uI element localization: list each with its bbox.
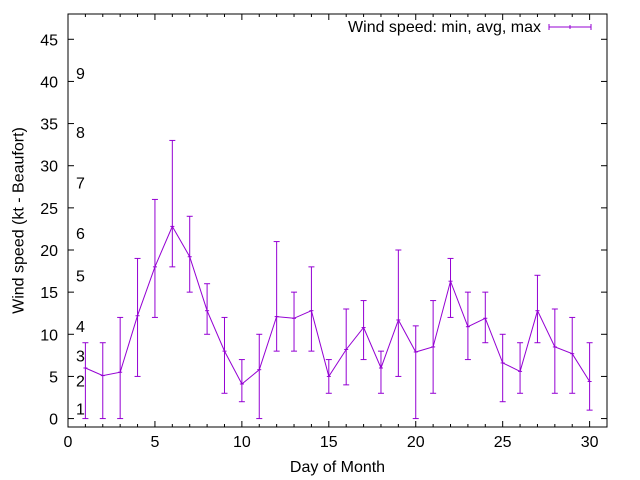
- y-tick-label: 25: [40, 201, 58, 218]
- x-axis-label: Day of Month: [290, 459, 385, 476]
- y-tick-label: 30: [40, 159, 58, 176]
- y-tick-label: 5: [49, 369, 58, 386]
- beaufort-label: 8: [76, 125, 85, 142]
- legend: Wind speed: min, avg, max: [348, 19, 592, 36]
- legend-label: Wind speed: min, avg, max: [348, 19, 541, 36]
- x-tick-label: 0: [64, 434, 73, 451]
- plot-frame: [67, 13, 608, 428]
- beaufort-labels: 1 2 3 4 5 6 7 8 9: [76, 66, 85, 418]
- beaufort-label: 2: [76, 374, 85, 391]
- x-tick-label: 20: [407, 434, 425, 451]
- y-tick-label: 10: [40, 327, 58, 344]
- y-tick-label: 35: [40, 117, 58, 134]
- x-tick-label: 5: [150, 434, 159, 451]
- beaufort-label: 1: [76, 401, 85, 418]
- legend-sample: [548, 24, 592, 30]
- x-tick-label: 25: [494, 434, 512, 451]
- x-tick-label: 15: [320, 434, 338, 451]
- beaufort-label: 4: [76, 319, 85, 336]
- y-tick-label: 40: [40, 74, 58, 91]
- y-axis-label: Wind speed (kt - Beaufort): [11, 127, 28, 314]
- y-tick-label: 15: [40, 285, 58, 302]
- x-tick-label: 10: [233, 434, 251, 451]
- y-tick-label: 0: [49, 412, 58, 429]
- y-tick-label: 45: [40, 32, 58, 49]
- series-wind-speed: [82, 139, 593, 420]
- y-tick-label: 20: [40, 243, 58, 260]
- beaufort-label: 5: [76, 268, 85, 285]
- beaufort-label: 9: [76, 66, 85, 83]
- x-tick-label: 30: [581, 434, 599, 451]
- beaufort-label: 7: [76, 176, 85, 193]
- series-line: [85, 225, 591, 385]
- beaufort-label: 6: [76, 226, 85, 243]
- beaufort-label: 3: [76, 348, 85, 365]
